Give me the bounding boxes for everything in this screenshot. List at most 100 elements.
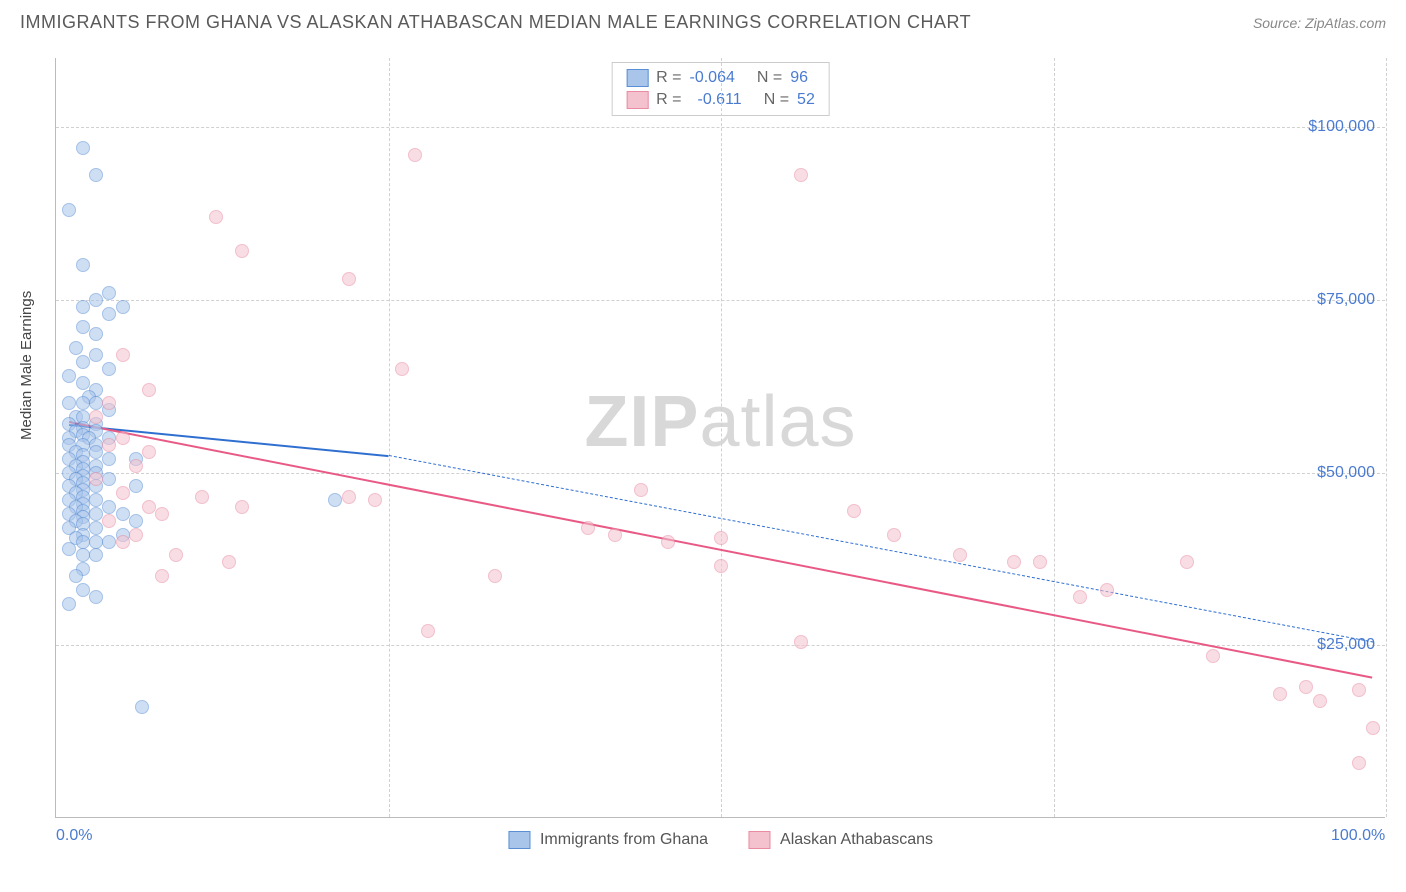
data-point <box>235 500 249 514</box>
data-point <box>89 327 103 341</box>
data-point <box>129 528 143 542</box>
data-point <box>89 493 103 507</box>
trendline <box>388 455 1372 643</box>
data-point <box>89 507 103 521</box>
data-point <box>102 514 116 528</box>
legend-n-value-ghana: 96 <box>790 69 808 87</box>
data-point <box>76 300 90 314</box>
ytick-label: $100,000 <box>1308 118 1375 136</box>
data-point <box>1352 756 1366 770</box>
watermark-bold: ZIP <box>584 382 699 462</box>
data-point <box>89 472 103 486</box>
data-point <box>76 548 90 562</box>
data-point <box>129 514 143 528</box>
data-point <box>69 569 83 583</box>
data-point <box>155 507 169 521</box>
scatter-chart: ZIPatlas R = -0.064 N = 96 R = -0.611 N … <box>55 58 1385 818</box>
data-point <box>169 548 183 562</box>
data-point <box>89 521 103 535</box>
data-point <box>89 168 103 182</box>
data-point <box>62 203 76 217</box>
data-point <box>102 472 116 486</box>
data-point <box>89 396 103 410</box>
watermark-light: atlas <box>699 382 856 462</box>
data-point <box>89 445 103 459</box>
data-point <box>62 369 76 383</box>
data-point <box>714 531 728 545</box>
data-point <box>1100 583 1114 597</box>
data-point <box>89 590 103 604</box>
data-point <box>1313 694 1327 708</box>
data-point <box>714 559 728 573</box>
data-point <box>116 507 130 521</box>
legend-r-label: R = <box>656 69 681 87</box>
legend-bottom-ghana: Immigrants from Ghana <box>508 831 708 849</box>
data-point <box>102 307 116 321</box>
data-point <box>142 500 156 514</box>
data-point <box>209 210 223 224</box>
data-point <box>102 438 116 452</box>
data-point <box>328 493 342 507</box>
data-point <box>195 490 209 504</box>
data-point <box>1007 555 1021 569</box>
data-point <box>421 624 435 638</box>
ytick-label: $25,000 <box>1317 636 1375 654</box>
data-point <box>581 521 595 535</box>
data-point <box>116 535 130 549</box>
chart-title: IMMIGRANTS FROM GHANA VS ALASKAN ATHABAS… <box>20 12 971 33</box>
legend-swatch-athabascan <box>626 91 648 109</box>
data-point <box>102 286 116 300</box>
legend-r-label: R = <box>656 91 681 109</box>
data-point <box>116 348 130 362</box>
legend-bottom-athabascan: Alaskan Athabascans <box>748 831 933 849</box>
gridline-v <box>1054 58 1055 817</box>
data-point <box>342 490 356 504</box>
data-point <box>408 148 422 162</box>
data-point <box>76 376 90 390</box>
data-point <box>661 535 675 549</box>
ytick-label: $75,000 <box>1317 291 1375 309</box>
data-point <box>488 569 502 583</box>
chart-source: Source: ZipAtlas.com <box>1253 15 1386 31</box>
data-point <box>89 535 103 549</box>
data-point <box>794 168 808 182</box>
chart-header: IMMIGRANTS FROM GHANA VS ALASKAN ATHABAS… <box>0 0 1406 41</box>
data-point <box>887 528 901 542</box>
legend-r-value-ghana: -0.064 <box>690 69 735 87</box>
data-point <box>395 362 409 376</box>
legend-swatch-ghana <box>626 69 648 87</box>
data-point <box>129 459 143 473</box>
data-point <box>1299 680 1313 694</box>
data-point <box>76 396 90 410</box>
yaxis-title: Median Male Earnings <box>18 291 35 440</box>
legend-swatch-athabascan <box>748 831 770 849</box>
ytick-label: $50,000 <box>1317 464 1375 482</box>
data-point <box>634 483 648 497</box>
data-point <box>76 535 90 549</box>
legend-n-value-athabascan: 52 <box>797 91 815 109</box>
data-point <box>1273 687 1287 701</box>
legend-r-value-athabascan: -0.611 <box>698 91 742 109</box>
data-point <box>142 383 156 397</box>
data-point <box>129 479 143 493</box>
legend-n-label: N = <box>764 91 789 109</box>
data-point <box>62 597 76 611</box>
data-point <box>1073 590 1087 604</box>
data-point <box>116 486 130 500</box>
data-point <box>794 635 808 649</box>
data-point <box>135 700 149 714</box>
data-point <box>89 293 103 307</box>
gridline-v <box>1386 58 1387 817</box>
data-point <box>116 431 130 445</box>
data-point <box>89 348 103 362</box>
data-point <box>76 583 90 597</box>
data-point <box>89 410 103 424</box>
data-point <box>102 500 116 514</box>
data-point <box>847 504 861 518</box>
legend-label-athabascan: Alaskan Athabascans <box>780 831 933 849</box>
legend-swatch-ghana <box>508 831 530 849</box>
data-point <box>116 300 130 314</box>
data-point <box>1206 649 1220 663</box>
data-point <box>953 548 967 562</box>
data-point <box>1180 555 1194 569</box>
